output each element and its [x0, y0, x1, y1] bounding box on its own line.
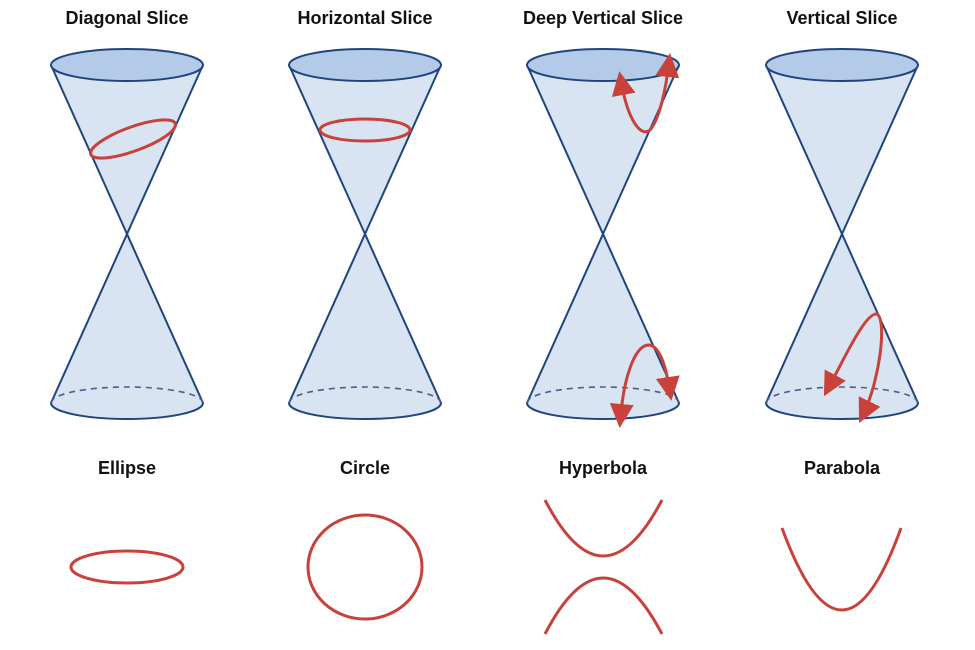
cone-horizontal-lower-nappe: [287, 231, 443, 420]
label-hyperbola: Hyperbola: [559, 458, 648, 478]
title-deep-vertical-slice: Deep Vertical Slice: [523, 8, 683, 28]
cone-diagonal-top-opening: [50, 48, 204, 82]
circle-curve: [306, 513, 424, 621]
label-parabola: Parabola: [804, 458, 881, 478]
vertical-slice-arrow: [823, 312, 884, 424]
deep-vertical-slice-lower-arrow: [609, 343, 680, 428]
cone-horizontal-top-opening: [288, 48, 442, 82]
cone-diagonal-base-back-edge: [50, 386, 204, 404]
hyperbola-lower-branch: [543, 576, 664, 635]
title-vertical-slice: Vertical Slice: [786, 8, 897, 28]
label-circle: Circle: [340, 458, 390, 478]
cone-diagonal-lower-nappe: [49, 231, 205, 420]
deep-vertical-slice-upper-arrow: [611, 53, 680, 134]
ellipse-curve: [69, 549, 185, 585]
title-diagonal-slice: Diagonal Slice: [65, 8, 188, 28]
cone-deep-vertical-upper-nappe: [526, 64, 680, 235]
cone-diagonal-upper-nappe: [50, 64, 204, 235]
diagonal-slice-ellipse: [89, 118, 177, 160]
cone-vertical-upper-nappe: [765, 64, 919, 235]
hyperbola-upper-branch: [543, 499, 664, 558]
cone-horizontal-upper-nappe: [288, 64, 442, 235]
cone-vertical-top-opening: [765, 48, 919, 82]
parabola-curve: [780, 527, 903, 612]
label-ellipse: Ellipse: [98, 458, 156, 478]
horizontal-slice-circle: [318, 117, 412, 143]
cone-deep-vertical-top-opening: [526, 48, 680, 82]
cone-horizontal-base-back-edge: [288, 386, 442, 404]
title-horizontal-slice: Horizontal Slice: [297, 8, 432, 28]
